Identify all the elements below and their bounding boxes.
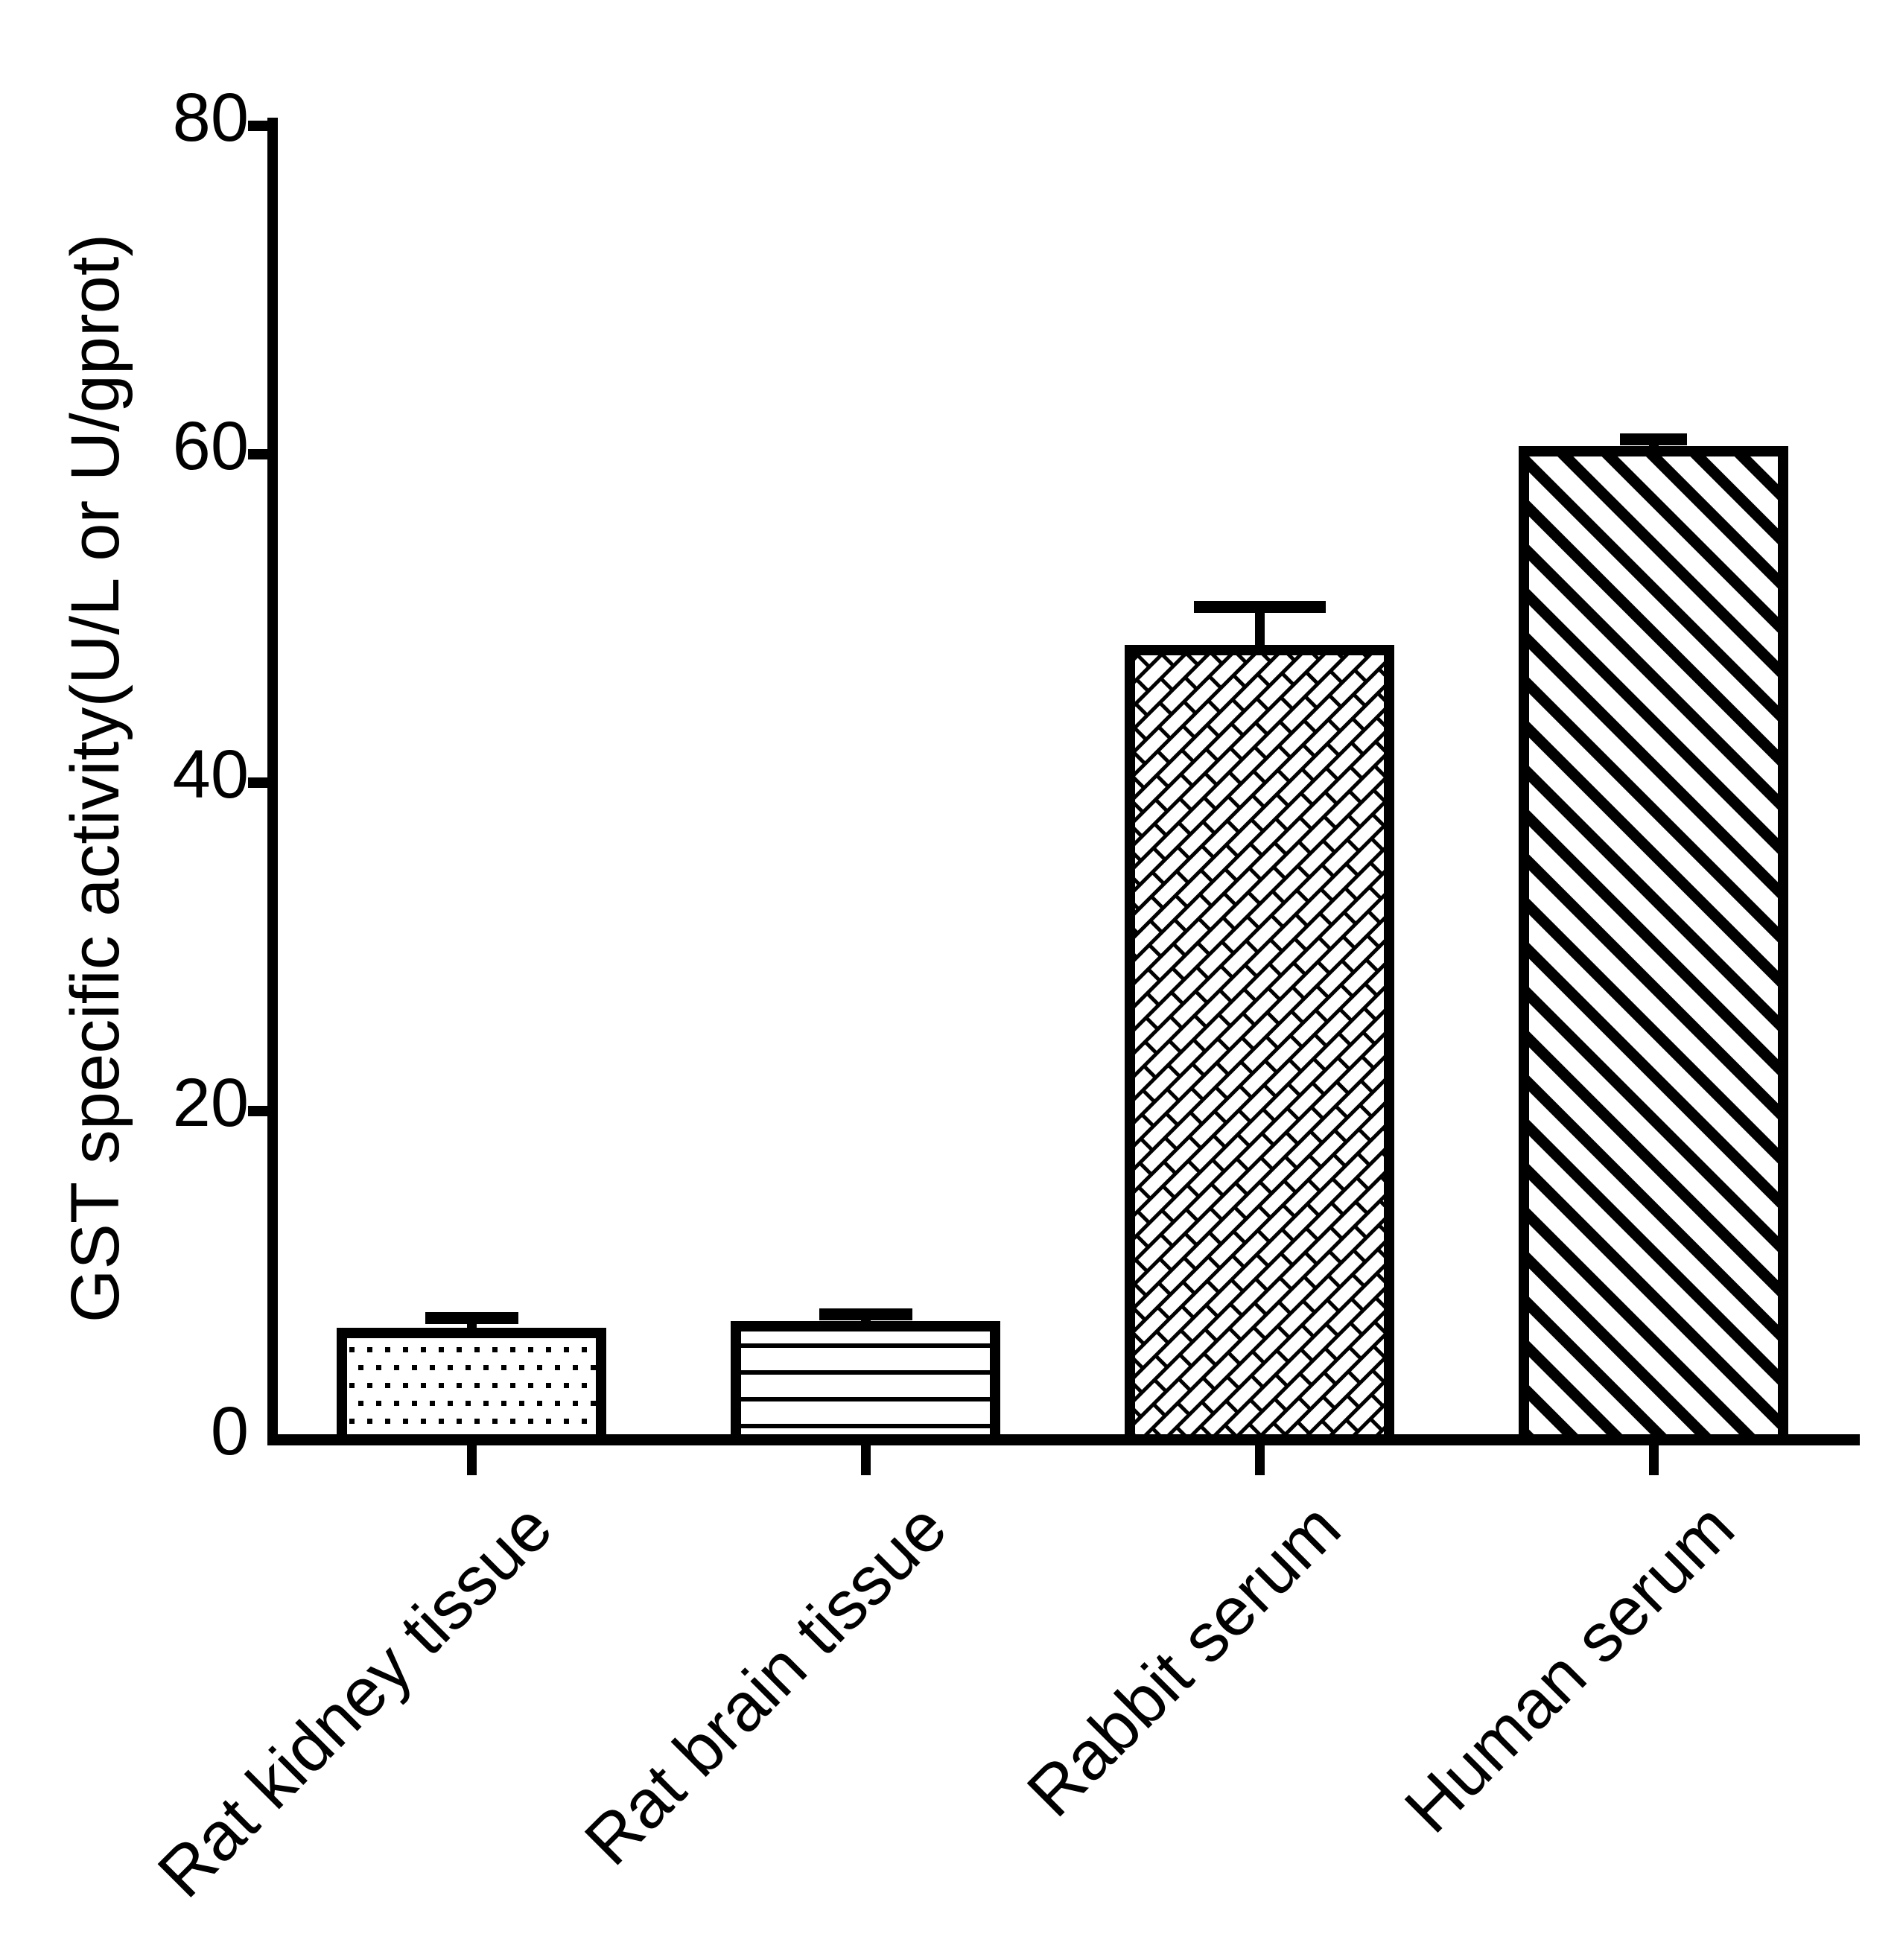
bar-pattern-diagonal-bricks — [1135, 655, 1384, 1444]
y-tick — [248, 777, 267, 788]
y-tick-label: 40 — [172, 736, 249, 812]
bar-pattern-diagonal-stripes — [1529, 456, 1778, 1444]
bar-pattern-horizontal-lines — [741, 1331, 990, 1444]
y-axis-line — [267, 118, 278, 1445]
error-bar-cap — [425, 1312, 518, 1324]
y-tick-label: 60 — [172, 408, 249, 484]
error-bar-cap — [1193, 601, 1326, 613]
x-category-label: Rabbit serum — [1013, 1489, 1356, 1831]
error-bar-stem — [1254, 607, 1265, 648]
bar-rat-kidney-tissue — [337, 1328, 606, 1444]
y-tick — [248, 1106, 267, 1116]
y-tick — [248, 121, 267, 131]
y-tick-label: 80 — [172, 80, 249, 156]
y-tick-label: 20 — [172, 1065, 249, 1141]
error-bar-cap — [819, 1308, 912, 1320]
x-tick — [1254, 1445, 1265, 1475]
bar-human-serum — [1519, 446, 1788, 1444]
y-axis-title: GST specific activity(U/L or U/gprot) — [57, 233, 133, 1323]
y-tick-label: 0 — [210, 1393, 249, 1469]
x-category-label: Rat brain tissue — [570, 1489, 962, 1880]
x-category-label: Human serum — [1391, 1489, 1750, 1848]
error-bar-cap — [1620, 433, 1687, 445]
y-tick — [248, 449, 267, 459]
x-tick — [466, 1445, 477, 1475]
bar-rat-brain-tissue — [731, 1321, 1000, 1444]
x-category-label: Rat kidney tissue — [144, 1489, 568, 1912]
x-tick — [860, 1445, 871, 1475]
x-axis-line — [267, 1434, 1860, 1445]
bar-rabbit-serum — [1125, 645, 1394, 1444]
x-tick — [1648, 1445, 1659, 1475]
bar-pattern-dots — [347, 1338, 596, 1444]
